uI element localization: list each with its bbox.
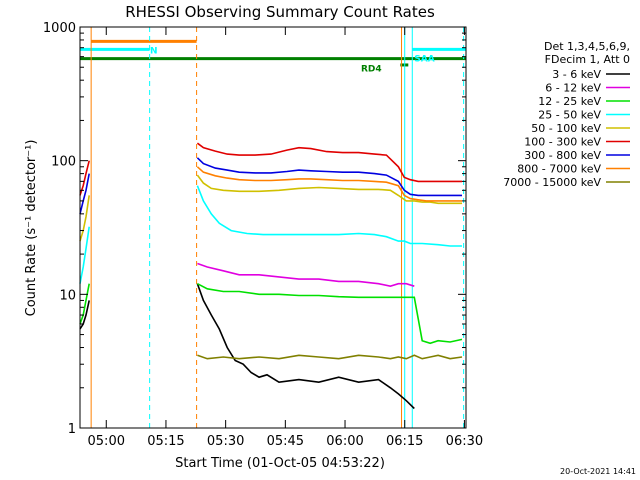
legend: Det 1,3,4,5,6,9, FDecim 1, Att 0 3 - 6 k… xyxy=(503,40,630,189)
y-tick-label-1000: 1000 xyxy=(43,21,76,36)
y-tick-label-100: 100 xyxy=(51,155,76,170)
flag-label-saa: SAA xyxy=(414,54,434,64)
chart-title: RHESSI Observing Summary Count Rates xyxy=(125,3,435,21)
x-axis-label: Start Time (01-Oct-05 04:53:22) xyxy=(175,456,385,471)
flag-label-n: N xyxy=(150,46,158,56)
x-tick-label-06-15: 06:15 xyxy=(386,434,423,449)
x-tick-label-05-15: 05:15 xyxy=(147,434,184,449)
y-tick-labels: 1 10 100 1000 xyxy=(43,21,76,437)
series-line-300-800-kev-0 xyxy=(79,173,90,215)
x-tick-labels: 05:00 05:15 05:30 05:45 06:00 06:15 06:30 xyxy=(88,434,484,449)
series-line-50-100-kev-0 xyxy=(79,195,90,242)
legend-label-100-300-kev: 100 - 300 keV xyxy=(524,136,601,149)
x-tick-label-06-00: 06:00 xyxy=(326,434,363,449)
series-line-12-25-kev-0 xyxy=(79,283,90,325)
series-layer xyxy=(79,142,463,410)
series-line-7000-15000-kev-0 xyxy=(197,354,463,360)
series-line-12-25-kev-1 xyxy=(197,282,463,345)
series-line-3-6-kev-1 xyxy=(196,283,415,410)
y-axis-label: Count Rate (s⁻¹ detector⁻¹) xyxy=(24,140,39,317)
legend-label-3-6-kev: 3 - 6 keV xyxy=(552,68,601,81)
legend-label-50-100-kev: 50 - 100 keV xyxy=(531,122,601,135)
legend-label-6-12-kev: 6 - 12 keV xyxy=(545,82,601,95)
x-tick-label-05-00: 05:00 xyxy=(88,434,125,449)
legend-header-line-1: Det 1,3,4,5,6,9, xyxy=(544,40,630,53)
legend-label-7000-15000-kev: 7000 - 15000 keV xyxy=(503,176,601,189)
series-line-300-800-kev-1 xyxy=(196,157,462,197)
x-tick-label-06-30: 06:30 xyxy=(446,434,483,449)
flag-bars-layer: N RD4 SAA xyxy=(80,39,466,75)
series-line-25-50-kev-0 xyxy=(79,226,90,284)
series-line-800-7000-kev-0 xyxy=(196,166,462,202)
series-line-25-50-kev-1 xyxy=(196,185,462,247)
plot-frame xyxy=(79,26,467,429)
series-line-6-12-kev-0 xyxy=(197,262,415,288)
legend-label-25-50-kev: 25 - 50 keV xyxy=(538,109,601,122)
marker-lines-layer xyxy=(90,27,465,428)
generation-timestamp: 20-Oct-2021 14:41 xyxy=(560,467,636,476)
axis-ticks-layer xyxy=(80,27,466,429)
legend-header-line-2: FDecim 1, Att 0 xyxy=(545,53,630,66)
legend-label-800-7000-kev: 800 - 7000 keV xyxy=(517,163,601,176)
flag-label-rd4: RD4 xyxy=(361,65,382,75)
series-line-50-100-kev-1 xyxy=(196,174,462,205)
y-tick-label-10: 10 xyxy=(59,288,76,303)
series-line-3-6-kev-0 xyxy=(79,300,90,330)
series-line-100-300-kev-1 xyxy=(196,142,462,183)
legend-label-300-800-kev: 300 - 800 keV xyxy=(524,149,601,162)
legend-label-12-25-kev: 12 - 25 keV xyxy=(538,95,601,108)
x-tick-label-05-45: 05:45 xyxy=(267,434,304,449)
y-tick-label-1: 1 xyxy=(68,422,76,437)
x-tick-label-05-30: 05:30 xyxy=(207,434,244,449)
